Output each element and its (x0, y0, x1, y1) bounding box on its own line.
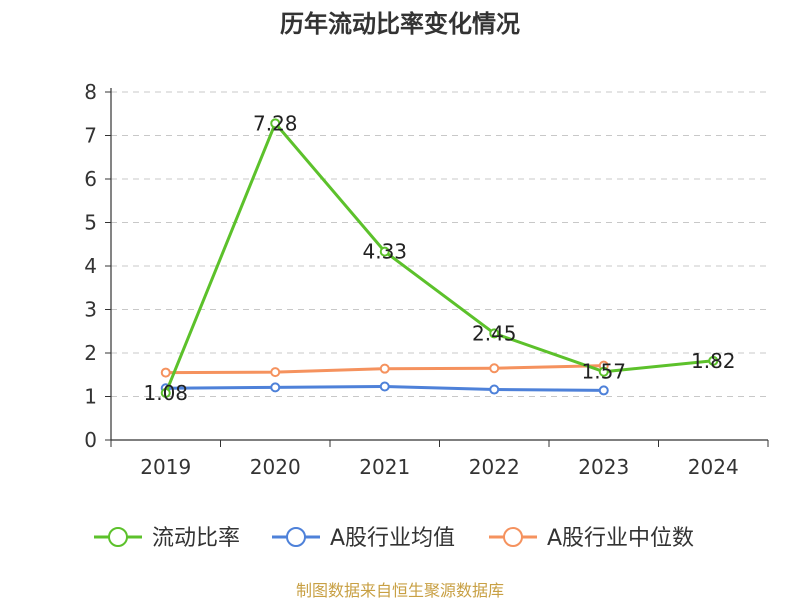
y-tick-label: 7 (84, 124, 97, 148)
x-tick-label: 2020 (250, 455, 301, 479)
data-label: 7.28 (253, 111, 298, 135)
x-tick-label: 2024 (688, 455, 739, 479)
data-label: 1.08 (143, 381, 188, 405)
x-tick-label: 2021 (359, 455, 410, 479)
data-label: 4.33 (362, 240, 407, 264)
y-tick-label: 8 (84, 80, 97, 104)
source-note: 制图数据来自恒生聚源数据库 (296, 581, 504, 600)
series-line (164, 121, 714, 394)
data-point (270, 367, 281, 378)
legend-label: A股行业中位数 (547, 526, 694, 551)
y-tick-label: 2 (84, 341, 97, 365)
data-label: 1.57 (581, 360, 626, 384)
data-point (160, 367, 171, 378)
data-point (489, 328, 500, 339)
data-point (379, 363, 390, 374)
data-point (598, 385, 609, 396)
axes: 0 1 2 3 4 5 6 7 8 2019 2020 2021 2022 2023 2024 (84, 80, 769, 479)
legend-marker (286, 527, 306, 547)
data-point (270, 382, 281, 393)
data-point (379, 381, 390, 392)
y-tick-label: 3 (84, 298, 97, 322)
data-point (379, 246, 390, 257)
x-tick-label: 2023 (578, 455, 629, 479)
data-point (489, 363, 500, 374)
y-tick-label: 4 (84, 254, 97, 278)
y-tick-label: 0 (84, 428, 97, 452)
legend-marker (503, 527, 523, 547)
grid-lines (111, 91, 768, 397)
legend-marker (108, 527, 128, 547)
data-point (160, 388, 171, 399)
data-label: 2.45 (472, 321, 517, 345)
legend-label: A股行业均值 (330, 526, 455, 551)
data-point (489, 384, 500, 395)
data-label: 1.82 (691, 349, 736, 373)
y-tick-label: 1 (84, 385, 97, 409)
data-point (270, 118, 281, 129)
y-tick-label: 5 (84, 211, 97, 235)
x-tick-label: 2022 (469, 455, 520, 479)
x-tick-label: 2019 (140, 455, 191, 479)
series-lines (160, 118, 719, 399)
chart-title: 历年流动比率变化情况 (280, 10, 520, 38)
data-point (708, 355, 719, 366)
legend-label: 流动比率 (152, 526, 240, 551)
data-labels: 1.08 7.28 4.33 2.45 1.57 1.82 (143, 111, 735, 405)
y-tick-label: 6 (84, 167, 97, 191)
data-point (598, 366, 609, 377)
legend: 流动比率 A股行业均值 A股行业中位数 (94, 526, 694, 551)
